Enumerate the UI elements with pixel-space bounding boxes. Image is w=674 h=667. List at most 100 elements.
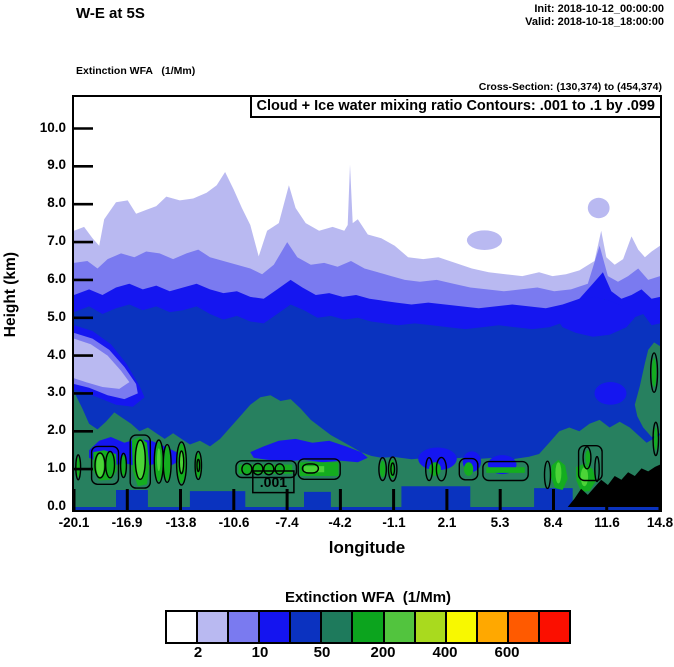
mixing-ratio-contour	[94, 452, 106, 479]
y-tick-label: 7.0	[47, 233, 66, 249]
x-tick-label: -16.9	[111, 515, 143, 530]
contour-label-box	[252, 470, 295, 494]
mixing-ratio-contour	[194, 450, 203, 481]
cross-section-plot: .001	[74, 97, 660, 510]
mixing-ratio-contour	[263, 462, 275, 476]
cross-section-label: Cross-Section: (130,374) to (454,374)	[478, 81, 662, 93]
x-tick-label: -13.8	[165, 515, 197, 530]
mixing-ratio-contour	[274, 463, 285, 476]
blue-island-upper-right	[555, 296, 635, 337]
y-tick-label: 8.0	[47, 195, 66, 211]
colorbar-tick-label: 10	[251, 644, 269, 661]
mixing-ratio-contour	[435, 456, 448, 482]
colorbar-cell-4	[291, 612, 323, 642]
bright-core-3	[136, 440, 145, 479]
mixing-ratio-contour	[425, 457, 434, 482]
colorbar-tick-label: 2	[193, 644, 203, 661]
mixing-ratio-contour	[196, 458, 201, 473]
lavender-island-mid	[466, 230, 503, 250]
x-axis-title: longitude	[328, 538, 406, 557]
y-tick-label: 5.0	[47, 308, 66, 324]
page-title: W-E at 5S	[76, 5, 145, 22]
valid-time: Valid: 2018-10-18_18:00:00	[525, 16, 664, 28]
blue-lump-b3	[418, 447, 457, 471]
green-right-2b	[585, 450, 591, 466]
green-right-edge-upper	[651, 358, 657, 387]
colorbar-cell-0	[167, 612, 199, 642]
colorbar-cell-1	[198, 612, 230, 642]
bright-core-1	[96, 454, 104, 477]
mixing-ratio-contour	[162, 443, 172, 484]
bright-core-4a	[157, 448, 161, 472]
colorbar-tick-label: 200	[370, 644, 396, 661]
mixing-ratio-contour	[175, 441, 188, 486]
colorbar-cell-7	[384, 612, 416, 642]
mixing-ratio-contour	[390, 462, 396, 476]
mixing-ratio-contour	[252, 462, 264, 476]
colorbar-cell-3	[260, 612, 292, 642]
mixing-ratio-contour	[378, 457, 387, 482]
mixing-ratio-contour	[119, 452, 128, 479]
x-tick-label: 11.6	[594, 515, 620, 530]
colorbar-cell-6	[353, 612, 385, 642]
left-min-hole-lavender	[74, 338, 130, 389]
x-tick-label: -4.2	[328, 515, 352, 530]
mixing-ratio-contour	[577, 445, 603, 482]
mixing-ratio-contour	[652, 421, 660, 457]
y-tick-label: 10.0	[39, 119, 66, 135]
mixing-ratio-contour	[582, 446, 592, 470]
mixing-ratio-contour	[387, 456, 398, 482]
mixing-ratio-contour	[301, 463, 320, 474]
mixing-ratio-contour	[649, 352, 659, 394]
mixing-ratio-contour	[104, 450, 116, 479]
y-tick-label: 9.0	[47, 157, 66, 173]
mixing-ratio-contour	[241, 462, 253, 476]
green-blob-6	[195, 453, 201, 478]
mixing-ratio-contour	[134, 439, 147, 481]
mixing-ratio-contour	[297, 458, 341, 480]
x-tick-label: 8.4	[543, 515, 563, 530]
green-edge-left	[76, 457, 80, 478]
mixing-ratio-contour	[129, 434, 152, 489]
green-right-edge-lower	[654, 427, 658, 451]
bottom-darkblue-d	[401, 486, 471, 507]
x-tick-label: 2.1	[437, 515, 457, 530]
green-thin-strip	[486, 467, 525, 473]
colorbar-cell-9	[446, 612, 478, 642]
colorbar-cell-2	[229, 612, 261, 642]
green-oval-a	[379, 460, 386, 478]
y-tick-label: 4.0	[47, 346, 66, 362]
colorbar-cell-11	[508, 612, 540, 642]
blue-lump-mid	[250, 438, 368, 463]
bright-right-2	[580, 467, 589, 487]
x-tick-label: 14.8	[646, 515, 674, 530]
y-axis-title: Height (km)	[2, 252, 19, 338]
bright-strip-2	[304, 466, 325, 473]
green-blob-4b	[164, 446, 171, 481]
x-tick-label: -20.1	[58, 515, 90, 530]
bottom-darkblue-b	[189, 491, 246, 507]
x-tick-label: -7.4	[275, 515, 299, 530]
green-oval-d	[463, 462, 474, 476]
mixing-ratio-contour	[75, 454, 82, 481]
y-tick-label: 6.0	[47, 270, 66, 286]
bottom-darkblue-a	[116, 490, 148, 507]
y-tick-label: 3.0	[47, 384, 66, 400]
blue-island-right-mid	[594, 382, 627, 405]
mixing-ratio-contour	[458, 457, 479, 481]
teal-main	[74, 391, 660, 507]
colorbar-cell-10	[477, 612, 509, 642]
plot-frame: .001	[72, 95, 662, 512]
x-tick-label: 5.3	[490, 515, 510, 530]
colorbar-cell-8	[415, 612, 447, 642]
plot-title-box: Cloud + Ice water mixing ratio Contours:…	[249, 95, 662, 118]
field-line-extinction: Extinction WFA (1/Mm)	[76, 65, 196, 77]
green-oval-c	[429, 462, 441, 476]
y-tick-label: 2.0	[47, 422, 66, 438]
contour-label: .001	[260, 474, 287, 490]
mixing-ratio-contour	[594, 455, 600, 483]
mixing-ratio-contour	[482, 460, 529, 482]
bright-core-5	[179, 451, 184, 472]
x-tick-label: -10.6	[218, 515, 250, 530]
